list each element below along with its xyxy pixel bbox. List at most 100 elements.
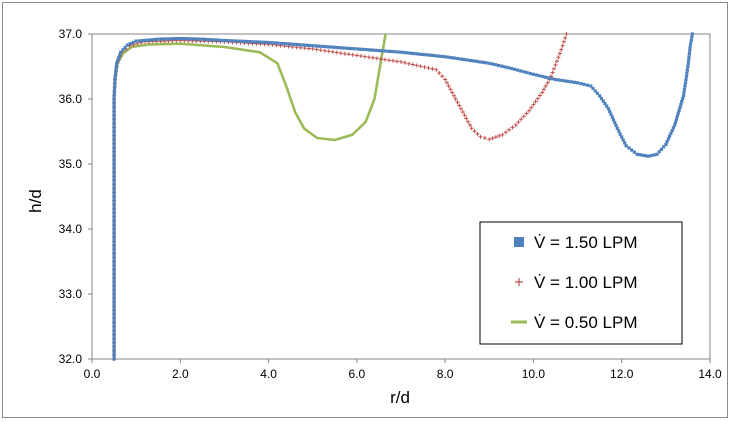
data-point xyxy=(338,51,343,56)
data-point xyxy=(482,136,487,140)
data-point xyxy=(112,217,116,221)
data-point xyxy=(112,133,116,137)
data-point xyxy=(668,134,672,138)
data-point xyxy=(601,99,605,103)
data-point xyxy=(244,39,249,44)
data-point xyxy=(585,83,590,87)
data-point xyxy=(112,198,116,202)
x-tick-label: 14.0 xyxy=(698,367,722,381)
data-point xyxy=(358,54,363,58)
data-point xyxy=(273,41,277,45)
data-point xyxy=(466,119,471,124)
data-point xyxy=(522,70,526,74)
data-point xyxy=(550,70,555,75)
data-point xyxy=(112,250,116,254)
data-point xyxy=(112,227,116,231)
data-point xyxy=(415,52,419,56)
data-point xyxy=(311,44,315,48)
data-point xyxy=(112,230,116,234)
data-point xyxy=(683,81,688,85)
data-point xyxy=(542,87,546,92)
data-point xyxy=(374,56,379,61)
data-point xyxy=(112,152,116,156)
data-point xyxy=(112,243,116,247)
y-tick-label: 35.0 xyxy=(59,157,83,171)
data-point xyxy=(144,38,148,42)
data-point xyxy=(322,48,327,53)
data-point xyxy=(333,45,337,49)
data-point xyxy=(674,120,678,124)
data-point xyxy=(617,129,621,133)
data-point xyxy=(444,80,449,85)
data-point xyxy=(112,263,116,267)
data-point xyxy=(339,46,343,50)
data-point xyxy=(112,305,116,309)
data-point xyxy=(112,178,116,182)
data-point xyxy=(318,48,323,53)
data-point xyxy=(560,78,564,82)
data-point xyxy=(512,67,517,71)
data-point xyxy=(507,127,512,132)
data-point xyxy=(614,123,618,128)
data-point xyxy=(533,99,538,104)
data-point xyxy=(457,103,462,108)
data-point xyxy=(140,39,144,43)
data-point xyxy=(437,71,442,75)
data-point xyxy=(112,350,116,355)
data-point xyxy=(618,132,622,136)
data-point xyxy=(112,344,116,348)
data-point xyxy=(681,94,686,98)
data-point xyxy=(112,253,116,257)
data-point xyxy=(665,140,669,144)
data-point xyxy=(238,39,242,43)
data-point xyxy=(685,71,689,75)
y-tick-label: 37.0 xyxy=(59,27,83,41)
data-point xyxy=(677,108,681,112)
data-point xyxy=(302,46,307,51)
data-point xyxy=(178,37,182,41)
legend-label: V̇ = 1.50 LPM xyxy=(534,233,637,252)
data-point xyxy=(680,100,684,104)
data-point xyxy=(690,32,694,36)
data-point xyxy=(513,123,518,127)
data-point xyxy=(462,57,466,62)
data-point xyxy=(112,139,116,143)
data-point xyxy=(112,269,116,273)
data-point xyxy=(342,51,347,56)
data-point xyxy=(676,111,680,115)
data-point xyxy=(421,52,425,57)
data-point xyxy=(276,41,280,45)
data-point xyxy=(112,107,116,111)
data-point xyxy=(443,55,447,59)
x-tick-label: 12.0 xyxy=(610,367,634,381)
data-point xyxy=(295,42,299,47)
data-point xyxy=(531,102,536,107)
data-point xyxy=(484,61,488,65)
data-point xyxy=(112,194,116,199)
data-point xyxy=(112,188,116,192)
data-point xyxy=(112,298,116,303)
data-point xyxy=(684,77,688,82)
series-line xyxy=(112,33,387,359)
data-point xyxy=(330,45,334,49)
data-point xyxy=(563,79,567,83)
data-point xyxy=(529,105,534,110)
data-point xyxy=(462,113,467,118)
data-point xyxy=(326,45,331,49)
data-point xyxy=(471,59,476,63)
data-point xyxy=(112,324,116,329)
data-point xyxy=(685,68,689,72)
data-point xyxy=(194,37,198,41)
data-point xyxy=(128,42,132,46)
data-point xyxy=(620,135,624,139)
data-point xyxy=(267,40,271,45)
data-point xyxy=(308,43,312,48)
data-point xyxy=(213,38,217,42)
data-point xyxy=(424,53,428,57)
y-tick-label: 34.0 xyxy=(59,222,83,236)
data-point xyxy=(112,347,116,351)
y-axis-ticks: 32.0 33.0 34.0 35.0 36.0 37.0 xyxy=(59,27,92,366)
data-point xyxy=(367,48,372,52)
x-tick-label: 4.0 xyxy=(260,367,277,381)
data-point xyxy=(519,117,524,122)
